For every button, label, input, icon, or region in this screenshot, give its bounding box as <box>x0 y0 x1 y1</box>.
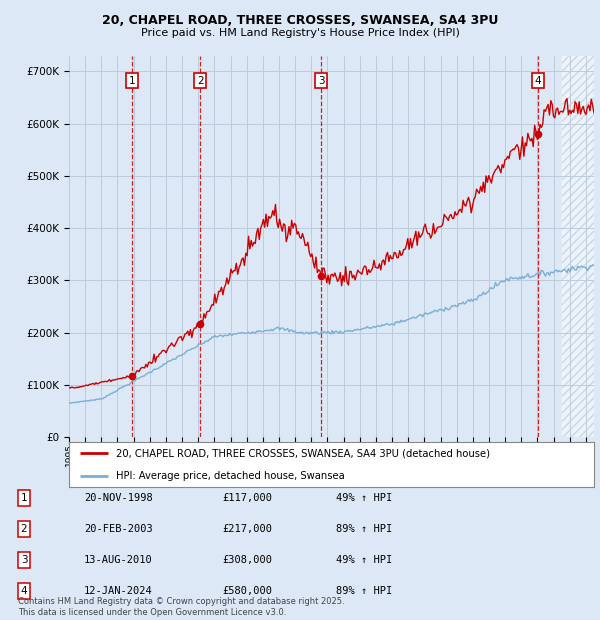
Text: 12-JAN-2024: 12-JAN-2024 <box>84 586 153 596</box>
Text: 1: 1 <box>20 493 28 503</box>
Text: 89% ↑ HPI: 89% ↑ HPI <box>336 586 392 596</box>
Text: 2: 2 <box>20 524 28 534</box>
Text: 89% ↑ HPI: 89% ↑ HPI <box>336 524 392 534</box>
Text: 13-AUG-2010: 13-AUG-2010 <box>84 555 153 565</box>
Bar <box>562 56 594 437</box>
Text: Contains HM Land Registry data © Crown copyright and database right 2025.
This d: Contains HM Land Registry data © Crown c… <box>18 598 344 617</box>
Text: HPI: Average price, detached house, Swansea: HPI: Average price, detached house, Swan… <box>116 471 345 480</box>
Bar <box>562 56 594 437</box>
Text: £308,000: £308,000 <box>222 555 272 565</box>
Text: 20-FEB-2003: 20-FEB-2003 <box>84 524 153 534</box>
Text: 20-NOV-1998: 20-NOV-1998 <box>84 493 153 503</box>
Text: 3: 3 <box>20 555 28 565</box>
Text: £217,000: £217,000 <box>222 524 272 534</box>
Text: 4: 4 <box>535 76 541 86</box>
Text: £580,000: £580,000 <box>222 586 272 596</box>
Text: Price paid vs. HM Land Registry's House Price Index (HPI): Price paid vs. HM Land Registry's House … <box>140 28 460 38</box>
Text: 49% ↑ HPI: 49% ↑ HPI <box>336 555 392 565</box>
Text: 20, CHAPEL ROAD, THREE CROSSES, SWANSEA, SA4 3PU: 20, CHAPEL ROAD, THREE CROSSES, SWANSEA,… <box>102 14 498 27</box>
Text: 20, CHAPEL ROAD, THREE CROSSES, SWANSEA, SA4 3PU (detached house): 20, CHAPEL ROAD, THREE CROSSES, SWANSEA,… <box>116 448 490 458</box>
Text: 1: 1 <box>128 76 135 86</box>
Text: 3: 3 <box>318 76 325 86</box>
Text: 4: 4 <box>20 586 28 596</box>
Text: 49% ↑ HPI: 49% ↑ HPI <box>336 493 392 503</box>
Text: 2: 2 <box>197 76 203 86</box>
Text: £117,000: £117,000 <box>222 493 272 503</box>
